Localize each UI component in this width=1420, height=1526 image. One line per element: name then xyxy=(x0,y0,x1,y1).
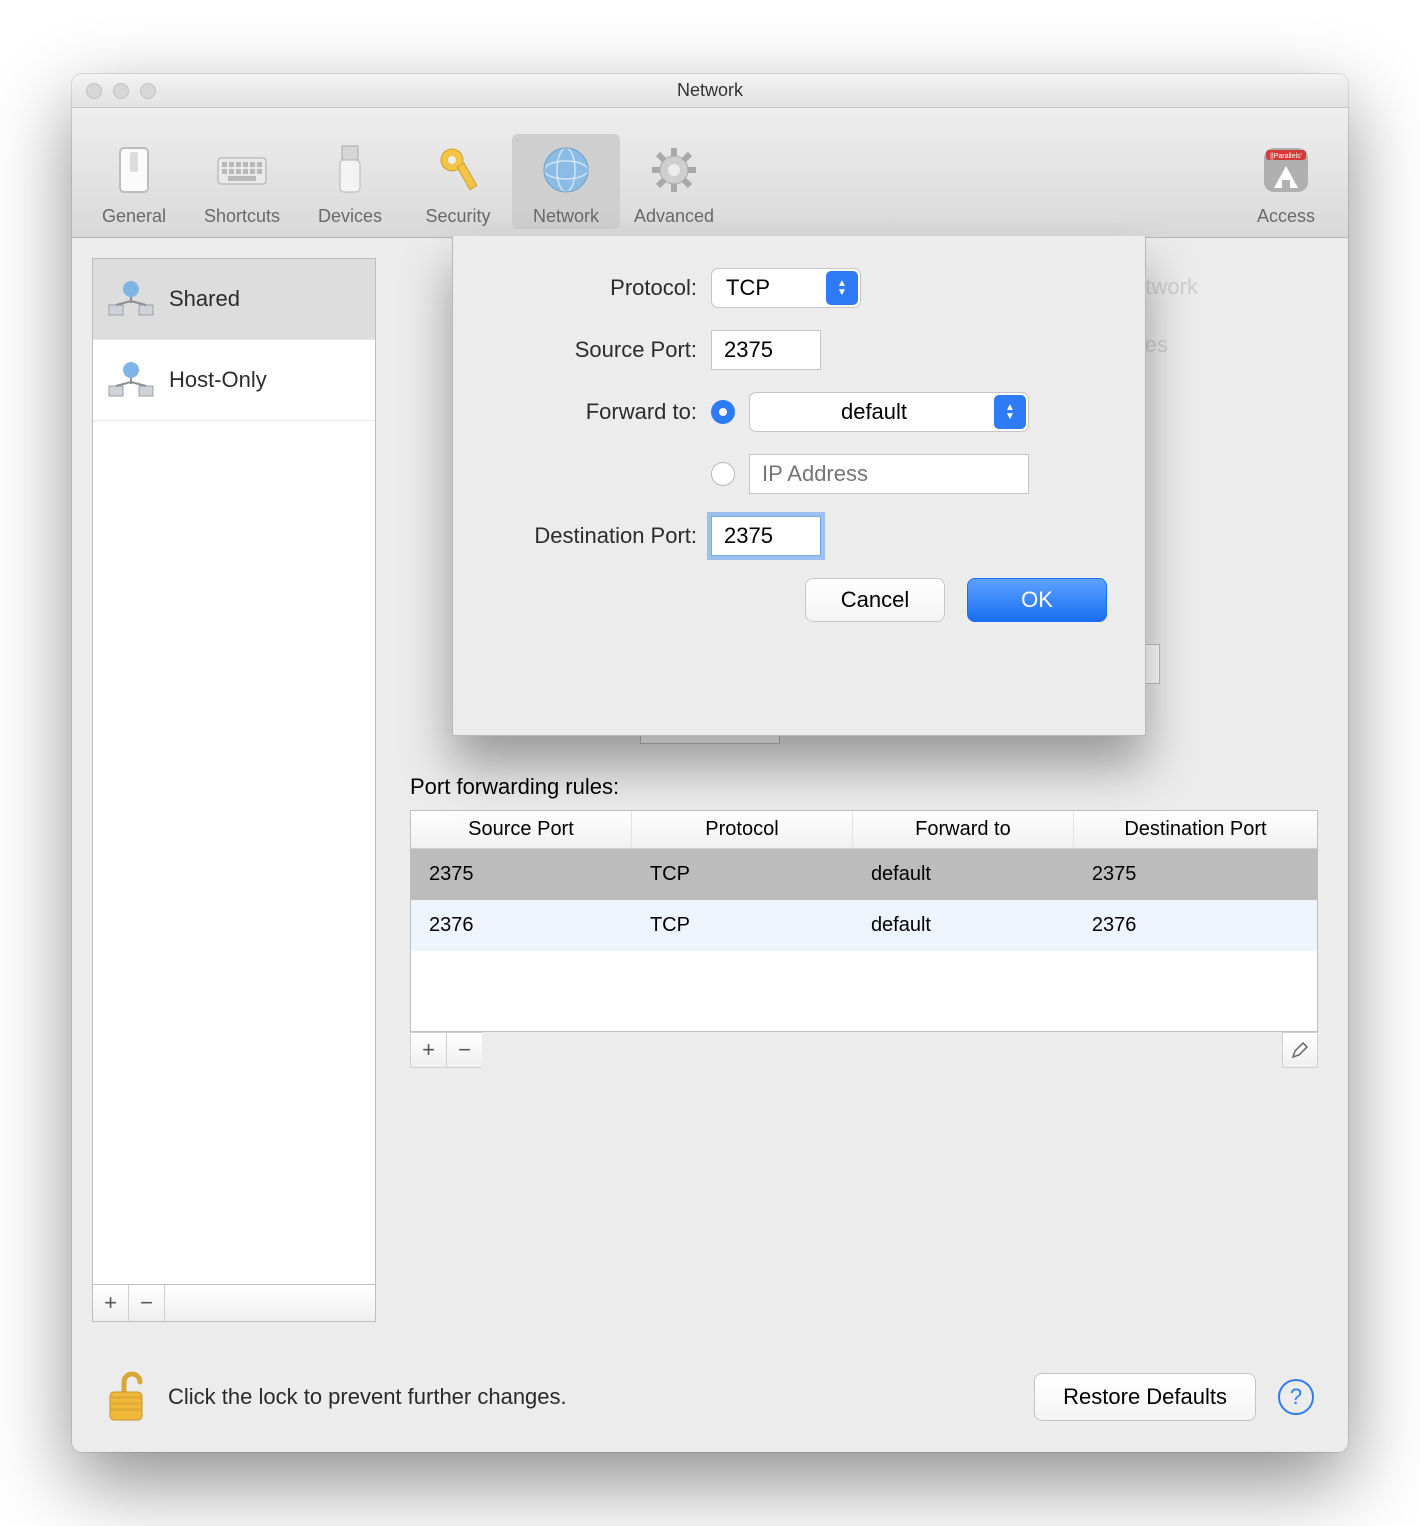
source-port-label: Source Port: xyxy=(491,337,711,363)
sidebar-item-shared[interactable]: Shared xyxy=(93,259,375,340)
toolbar-access[interactable]: ||Parallels' Access xyxy=(1232,134,1340,229)
toolbar-devices-label: Devices xyxy=(296,206,404,227)
toolbar-advanced-label: Advanced xyxy=(620,206,728,227)
sidebar-add-button[interactable]: + xyxy=(93,1285,129,1321)
pf-col-protocol[interactable]: Protocol xyxy=(632,811,853,848)
forward-ip-radio[interactable] xyxy=(711,462,735,486)
pf-col-forward[interactable]: Forward to xyxy=(853,811,1074,848)
help-button[interactable]: ? xyxy=(1278,1379,1314,1415)
toolbar-security[interactable]: Security xyxy=(404,134,512,229)
globe-icon xyxy=(536,140,596,200)
lock-text: Click the lock to prevent further change… xyxy=(168,1384,567,1410)
toolbar-general-label: General xyxy=(80,206,188,227)
toolbar-network[interactable]: Network xyxy=(512,134,620,229)
sidebar-controls: + − xyxy=(92,1285,376,1322)
preferences-window: Network General Shortcuts Devices Secur xyxy=(72,74,1348,1452)
pf-row-0[interactable]: 2375 TCP default 2375 xyxy=(411,849,1317,900)
restore-defaults-button[interactable]: Restore Defaults xyxy=(1034,1373,1256,1421)
minimize-window-button[interactable] xyxy=(113,83,129,99)
toolbar-shortcuts-label: Shortcuts xyxy=(188,206,296,227)
keyboard-icon xyxy=(212,140,272,200)
footer: Click the lock to prevent further change… xyxy=(72,1342,1348,1452)
sidebar-item-hostonly[interactable]: Host-Only xyxy=(93,340,375,421)
protocol-label: Protocol: xyxy=(491,275,711,301)
protocol-select[interactable]: TCP ▲▼ xyxy=(711,268,861,308)
general-icon xyxy=(104,140,164,200)
pf-row-1[interactable]: 2376 TCP default 2376 xyxy=(411,900,1317,951)
ip-address-input[interactable] xyxy=(749,454,1029,494)
pf-table: Source Port Protocol Forward to Destinat… xyxy=(410,810,1318,1032)
parallels-access-icon: ||Parallels' xyxy=(1256,140,1316,200)
pf-add-button[interactable]: + xyxy=(410,1032,446,1068)
pencil-icon xyxy=(1291,1041,1309,1059)
usb-icon xyxy=(320,140,380,200)
toolbar-shortcuts[interactable]: Shortcuts xyxy=(188,134,296,229)
titlebar: Network xyxy=(72,74,1348,108)
toolbar-devices[interactable]: Devices xyxy=(296,134,404,229)
sidebar-spacer xyxy=(165,1285,375,1321)
pf-remove-button[interactable]: − xyxy=(446,1032,482,1068)
zoom-window-button[interactable] xyxy=(140,83,156,99)
dest-port-input[interactable] xyxy=(711,516,821,556)
network-sidebar: Shared Host-Only xyxy=(92,258,376,1285)
toolbar-advanced[interactable]: Advanced xyxy=(620,134,728,229)
toolbar-access-label: Access xyxy=(1232,206,1340,227)
forward-target-select[interactable]: default ▲▼ xyxy=(749,392,1029,432)
cancel-button[interactable]: Cancel xyxy=(805,578,945,622)
chevron-updown-icon: ▲▼ xyxy=(826,271,858,305)
pf-col-source[interactable]: Source Port xyxy=(411,811,632,848)
key-icon xyxy=(428,140,488,200)
port-rule-sheet: Protocol: TCP ▲▼ Source Port: Forward to… xyxy=(452,236,1146,736)
pf-controls: + − xyxy=(410,1032,1318,1068)
toolbar: General Shortcuts Devices Security Netwo… xyxy=(72,108,1348,238)
pf-title: Port forwarding rules: xyxy=(410,774,1318,800)
toolbar-network-label: Network xyxy=(512,206,620,227)
ok-button[interactable]: OK xyxy=(967,578,1107,622)
window-title: Network xyxy=(677,80,743,101)
forward-vm-radio[interactable] xyxy=(711,400,735,424)
source-port-input[interactable] xyxy=(711,330,821,370)
dest-port-label: Destination Port: xyxy=(491,523,711,549)
traffic-lights xyxy=(86,83,156,99)
svg-text:||Parallels': ||Parallels' xyxy=(1270,153,1302,160)
sidebar-remove-button[interactable]: − xyxy=(129,1285,165,1321)
toolbar-security-label: Security xyxy=(404,206,512,227)
sidebar-shared-label: Shared xyxy=(169,286,240,312)
lock-icon[interactable] xyxy=(106,1370,150,1424)
toolbar-general[interactable]: General xyxy=(80,134,188,229)
network-shared-icon xyxy=(107,279,155,319)
forward-to-label: Forward to: xyxy=(491,399,711,425)
pf-col-dest[interactable]: Destination Port xyxy=(1074,811,1317,848)
pf-header: Source Port Protocol Forward to Destinat… xyxy=(411,811,1317,849)
close-window-button[interactable] xyxy=(86,83,102,99)
network-hostonly-icon xyxy=(107,360,155,400)
gear-icon xyxy=(644,140,704,200)
pf-edit-button[interactable] xyxy=(1282,1032,1318,1068)
chevron-updown-icon: ▲▼ xyxy=(994,395,1026,429)
sidebar-hostonly-label: Host-Only xyxy=(169,367,267,393)
